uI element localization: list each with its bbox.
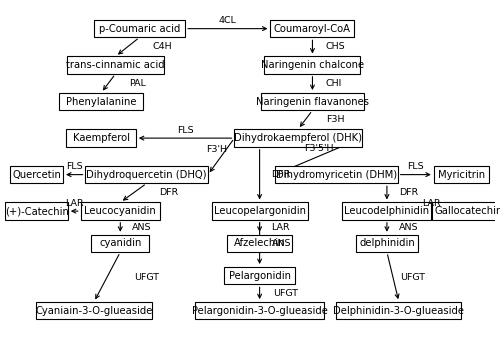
FancyBboxPatch shape: [264, 56, 360, 74]
Text: LAR: LAR: [272, 223, 290, 232]
Text: Delphinidin-3-O-glueaside: Delphinidin-3-O-glueaside: [334, 306, 464, 316]
Text: CHI: CHI: [326, 79, 342, 88]
Text: Kaempferol: Kaempferol: [72, 133, 130, 143]
Text: DFR: DFR: [272, 170, 291, 179]
Text: FLS: FLS: [408, 162, 424, 171]
FancyBboxPatch shape: [92, 235, 149, 252]
FancyBboxPatch shape: [270, 20, 354, 37]
Text: ANS: ANS: [272, 239, 291, 248]
FancyBboxPatch shape: [66, 129, 136, 147]
Text: Dihydroquercetin (DHQ): Dihydroquercetin (DHQ): [86, 170, 207, 179]
Text: Naringenin chalcone: Naringenin chalcone: [261, 60, 364, 70]
FancyBboxPatch shape: [36, 302, 152, 319]
Text: DFR: DFR: [399, 188, 418, 197]
FancyBboxPatch shape: [434, 166, 489, 183]
Text: F3'5'H: F3'5'H: [304, 144, 333, 153]
Text: trans-cinnamic acid: trans-cinnamic acid: [66, 60, 165, 70]
Text: Afzelechin: Afzelechin: [234, 238, 285, 248]
FancyBboxPatch shape: [6, 202, 68, 220]
Text: FLS: FLS: [177, 126, 194, 135]
Text: UFGT: UFGT: [273, 289, 298, 298]
Text: Myricitrin: Myricitrin: [438, 170, 485, 179]
Text: cyanidin: cyanidin: [99, 238, 142, 248]
FancyBboxPatch shape: [234, 129, 362, 147]
FancyBboxPatch shape: [227, 235, 292, 252]
Text: ANS: ANS: [399, 223, 418, 232]
Text: F3H: F3H: [326, 115, 344, 124]
Text: Leucopelargonidin: Leucopelargonidin: [214, 206, 306, 216]
Text: Quercetin: Quercetin: [12, 170, 61, 179]
Text: F3'H: F3'H: [206, 145, 227, 154]
Text: Phenylalanine: Phenylalanine: [66, 97, 136, 106]
Text: Gallocatechin: Gallocatechin: [435, 206, 500, 216]
Text: LAR: LAR: [422, 199, 441, 208]
Text: Dihydromyricetin (DHM): Dihydromyricetin (DHM): [276, 170, 397, 179]
Text: UFGT: UFGT: [400, 272, 425, 282]
Text: Pelargonidin: Pelargonidin: [228, 271, 290, 281]
Text: PAL: PAL: [129, 79, 146, 88]
Text: Leucodelphinidin: Leucodelphinidin: [344, 206, 430, 216]
Text: FLS: FLS: [66, 162, 82, 171]
FancyBboxPatch shape: [261, 93, 364, 110]
FancyBboxPatch shape: [356, 235, 418, 252]
Text: delphinidin: delphinidin: [359, 238, 415, 248]
Text: DFR: DFR: [158, 188, 178, 197]
Text: Coumaroyl-CoA: Coumaroyl-CoA: [274, 24, 351, 34]
Text: UFGT: UFGT: [134, 272, 158, 282]
FancyBboxPatch shape: [432, 202, 500, 220]
FancyBboxPatch shape: [336, 302, 462, 319]
Text: Dihydrokaempferol (DHK): Dihydrokaempferol (DHK): [234, 133, 362, 143]
Text: Leucocyanidin: Leucocyanidin: [84, 206, 156, 216]
FancyBboxPatch shape: [86, 166, 208, 183]
Text: Naringenin flavanones: Naringenin flavanones: [256, 97, 369, 106]
Text: CHS: CHS: [326, 42, 345, 51]
Text: ANS: ANS: [132, 223, 152, 232]
Text: p-Coumaric acid: p-Coumaric acid: [99, 24, 180, 34]
FancyBboxPatch shape: [342, 202, 432, 220]
Text: LAR: LAR: [65, 199, 84, 208]
Text: Pelargonidin-3-O-glueaside: Pelargonidin-3-O-glueaside: [192, 306, 328, 316]
Text: (+)-Catechin: (+)-Catechin: [5, 206, 68, 216]
FancyBboxPatch shape: [10, 166, 63, 183]
Text: 4CL: 4CL: [219, 16, 236, 25]
FancyBboxPatch shape: [195, 302, 324, 319]
FancyBboxPatch shape: [68, 56, 164, 74]
FancyBboxPatch shape: [59, 93, 143, 110]
FancyBboxPatch shape: [94, 20, 185, 37]
FancyBboxPatch shape: [224, 267, 295, 284]
Text: C4H: C4H: [153, 42, 172, 51]
FancyBboxPatch shape: [80, 202, 160, 220]
FancyBboxPatch shape: [275, 166, 398, 183]
FancyBboxPatch shape: [212, 202, 308, 220]
Text: Cyaniain-3-O-glueaside: Cyaniain-3-O-glueaside: [35, 306, 152, 316]
